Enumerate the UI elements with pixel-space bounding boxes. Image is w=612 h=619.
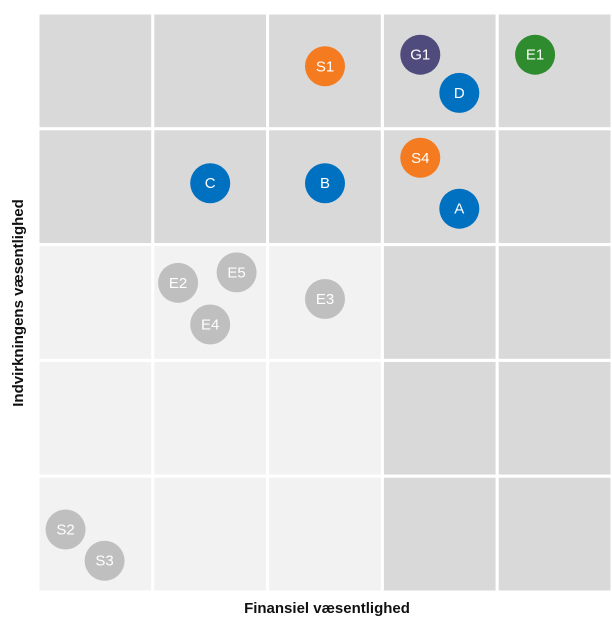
x-axis-title: Finansiel væsentlighed bbox=[244, 600, 410, 617]
point-e4: E4 bbox=[190, 304, 231, 345]
point-marker bbox=[439, 188, 480, 229]
point-label: S3 bbox=[95, 553, 113, 570]
matrix-cell-r2-c1 bbox=[36, 127, 155, 247]
point-marker bbox=[400, 137, 441, 178]
point-label: C bbox=[205, 175, 216, 192]
point-marker bbox=[439, 72, 480, 113]
point-marker bbox=[216, 252, 257, 293]
matrix-cell-r4-c2 bbox=[151, 358, 270, 478]
matrix-cell-r5-c5 bbox=[495, 474, 612, 594]
matrix-cell-r1-c4 bbox=[380, 11, 499, 131]
matrix-cell-r1-c2 bbox=[151, 11, 270, 131]
point-label: G1 bbox=[410, 47, 430, 64]
matrix-cell-r3-c5 bbox=[495, 243, 612, 362]
point-s4: S4 bbox=[400, 137, 441, 178]
point-marker bbox=[305, 163, 345, 204]
point-marker bbox=[45, 509, 86, 550]
point-label: E3 bbox=[316, 291, 334, 308]
point-s2: S2 bbox=[45, 509, 86, 550]
point-marker bbox=[305, 279, 345, 320]
matrix-cell-r1-c5 bbox=[495, 11, 612, 131]
matrix-cell-r3-c4 bbox=[380, 243, 499, 362]
point-a: A bbox=[439, 188, 480, 229]
point-s1: S1 bbox=[305, 46, 345, 87]
point-label: A bbox=[454, 201, 464, 218]
point-b: B bbox=[305, 163, 345, 204]
point-e1: E1 bbox=[515, 34, 556, 75]
matrix-points: S1 G1 D E1 C B S4 A E2 E5 E4 E3 S2 S3 bbox=[45, 34, 556, 581]
matrix-cell-r2-c4 bbox=[380, 127, 499, 247]
matrix-cell-r5-c3 bbox=[266, 474, 384, 594]
point-label: E4 bbox=[201, 317, 219, 334]
point-marker bbox=[515, 34, 556, 75]
point-d: D bbox=[439, 72, 480, 113]
matrix-cell-r5-c4 bbox=[380, 474, 499, 594]
point-marker bbox=[84, 540, 125, 581]
point-marker bbox=[158, 262, 199, 303]
point-e2: E2 bbox=[158, 262, 199, 303]
y-axis-title: Indvirkningens væsentlighed bbox=[10, 199, 27, 407]
point-label: E5 bbox=[227, 264, 245, 281]
point-marker bbox=[190, 163, 231, 204]
point-marker bbox=[190, 304, 231, 345]
point-label: S2 bbox=[56, 521, 74, 538]
matrix-cell-r5-c2 bbox=[151, 474, 270, 594]
point-marker bbox=[400, 34, 441, 75]
point-label: E1 bbox=[526, 47, 544, 64]
matrix-cell-r3-c1 bbox=[36, 243, 155, 362]
matrix-cells bbox=[36, 11, 612, 594]
point-label: S4 bbox=[411, 150, 429, 167]
matrix-cell-r4-c5 bbox=[495, 358, 612, 478]
point-label: B bbox=[320, 175, 330, 192]
point-e5: E5 bbox=[216, 252, 257, 293]
point-g1: G1 bbox=[400, 34, 441, 75]
matrix-cell-r4-c4 bbox=[380, 358, 499, 478]
point-e3: E3 bbox=[305, 279, 345, 320]
matrix-cell-r4-c1 bbox=[36, 358, 155, 478]
point-label: S1 bbox=[316, 58, 334, 75]
point-label: D bbox=[454, 85, 465, 102]
matrix-cell-r4-c3 bbox=[266, 358, 384, 478]
point-label: E2 bbox=[169, 275, 187, 292]
matrix-cell-r2-c5 bbox=[495, 127, 612, 247]
point-marker bbox=[305, 46, 345, 87]
matrix-cell-r1-c1 bbox=[36, 11, 155, 131]
point-s3: S3 bbox=[84, 540, 125, 581]
point-c: C bbox=[190, 163, 231, 204]
